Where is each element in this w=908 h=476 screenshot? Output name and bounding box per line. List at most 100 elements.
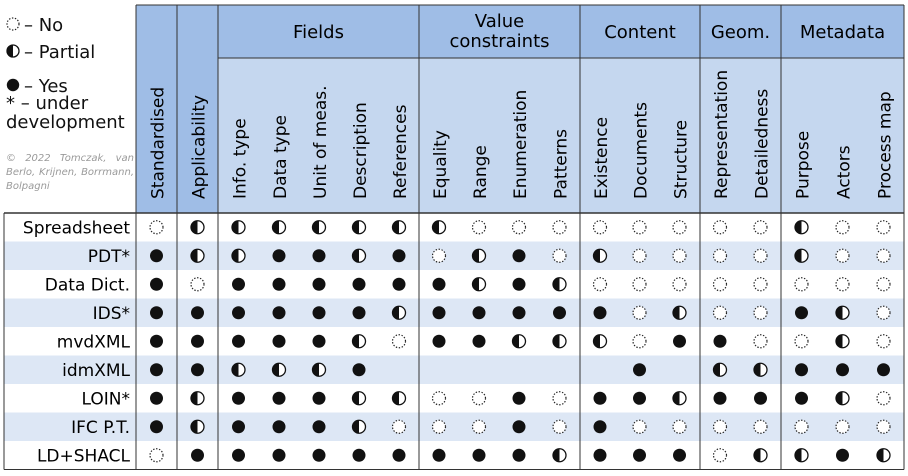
filled-circle-icon [272,448,286,462]
filled-circle-icon [191,306,204,320]
circle-dotted-icon [876,220,891,235]
column-header-sub: Equality [431,130,451,199]
column-header-sub: Documents [632,102,652,199]
half-circle-icon [351,334,367,349]
circle-dotted-icon [835,277,850,292]
circle-dotted-icon [632,305,647,320]
circle-dotted-icon [794,277,809,292]
row-stripe [4,298,904,327]
filled-circle-icon [512,249,526,263]
half-circle-icon [351,419,367,434]
circle-dotted-icon [431,419,447,434]
filled-circle-icon [150,363,163,377]
circle-dotted-icon [876,248,891,263]
legend-under-development: * – under development [6,94,125,132]
half-circle-icon [753,362,768,377]
half-circle-icon [431,220,447,235]
column-header-sub: Detailedness [753,89,773,199]
filled-circle-icon [232,334,245,348]
group-title: Value [475,11,524,32]
half-circle-icon [471,277,487,292]
circle-dotted-icon [552,220,567,235]
circle-dotted-icon [552,391,567,406]
row-label: LOIN* [82,389,130,409]
circle-dotted-icon [431,391,447,406]
half-circle-icon [835,391,850,406]
filled-circle-icon [272,391,286,405]
row-label: LD+SHACL [37,446,131,466]
column-header-sub: Representation [712,70,732,199]
circle-dotted-icon [876,334,891,349]
filled-circle-icon [512,420,526,434]
table-row: mvdXML [57,332,891,352]
column-header-sub: Enumeration [511,90,531,199]
filled-circle-icon [512,391,526,405]
filled-circle-icon [232,391,245,405]
column-header-sub: Structure [672,120,692,199]
filled-circle-icon [272,306,286,320]
filled-circle-icon [312,277,326,291]
filled-circle-icon [512,277,526,291]
filled-circle-icon [754,391,767,405]
filled-circle-icon [472,334,486,348]
column-header-sub: Range [471,145,491,199]
circle-dotted-icon [753,277,768,292]
circle-dotted-icon [835,220,850,235]
circle-dotted-icon [552,419,567,434]
table-row: PDT* [88,247,891,267]
circle-dotted-icon [592,220,608,235]
circle-dotted-icon [712,419,728,434]
half-circle-icon [271,220,287,235]
filled-circle-icon [795,306,808,320]
filled-circle-icon [593,448,607,462]
filled-circle-icon [312,249,326,263]
row-stripe [4,412,904,441]
circle-dotted-icon [753,305,768,320]
legend-label-no: – No [24,15,64,36]
filled-circle-icon [633,391,646,405]
column-header-sub: References [391,104,411,199]
filled-circle-icon [312,448,326,462]
column-header-sub: Process map [876,91,896,199]
half-circle-icon [190,248,205,263]
row-stripe [4,241,904,270]
circle-dotted-icon [794,334,809,349]
circle-dotted-icon [835,248,850,263]
half-circle-icon [190,220,205,235]
circle-dotted-icon [632,334,647,349]
filled-circle-icon [272,334,286,348]
row-stripe [4,355,904,384]
filled-circle-icon [150,420,163,434]
circle-dotted-icon [471,419,487,434]
filled-circle-icon [6,78,20,92]
column-header-sub: Unit of meas. [311,86,331,200]
filled-circle-icon [312,334,326,348]
circle-dotted-icon [712,248,728,263]
table-row: LOIN* [82,389,891,409]
filled-circle-icon [352,448,366,462]
column-header-sub: Actors [835,145,855,199]
circle-dotted-icon [876,419,891,434]
half-circle-icon [552,277,567,292]
row-label: IFC P.T. [71,418,130,438]
filled-circle-icon [392,249,406,263]
circle-dotted-icon [190,277,205,292]
filled-circle-icon [352,306,366,320]
half-circle-icon [552,448,567,463]
header-bg-groups [218,5,904,58]
half-circle-icon [753,448,768,463]
group-title: Metadata [800,22,885,43]
half-circle-icon [231,220,246,235]
table-row: IDS* [93,304,891,324]
circle-dotted-icon [712,220,728,235]
filled-circle-icon [232,420,245,434]
circle-dotted-icon [835,419,850,434]
legend-item-yes: – Yes [6,77,68,97]
table-row: Data Dict. [45,275,891,295]
circle-dotted-icon [672,419,687,434]
half-circle-icon [190,419,205,434]
circle-dotted-icon [876,391,891,406]
filled-circle-icon [633,448,646,462]
half-circle-icon [391,391,407,406]
